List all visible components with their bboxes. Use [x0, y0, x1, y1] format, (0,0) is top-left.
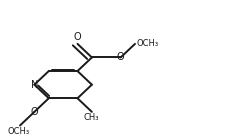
- Text: CH₃: CH₃: [84, 113, 99, 122]
- Text: OCH₃: OCH₃: [8, 127, 30, 136]
- Text: O: O: [117, 52, 124, 63]
- Text: O: O: [74, 32, 81, 42]
- Text: O: O: [30, 107, 38, 117]
- Text: N: N: [31, 80, 38, 90]
- Text: OCH₃: OCH₃: [136, 39, 158, 48]
